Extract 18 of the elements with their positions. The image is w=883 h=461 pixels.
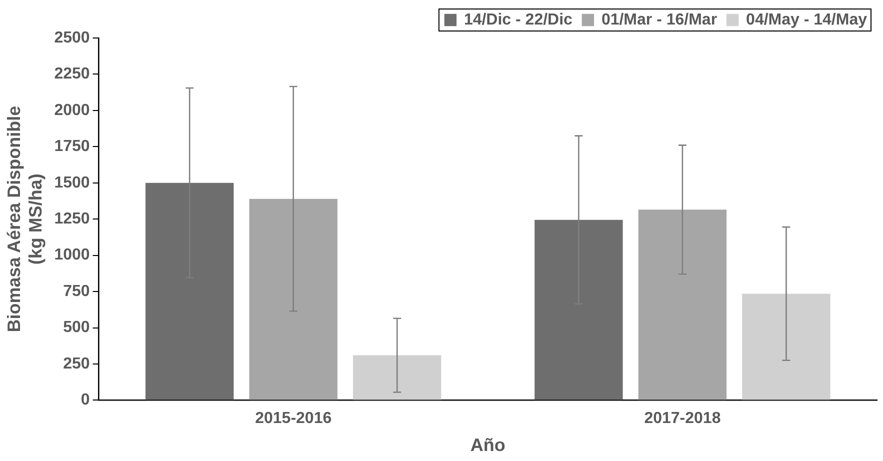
y-tick-label: 1000 <box>54 246 90 264</box>
y-tick-label: 1500 <box>54 174 90 192</box>
legend-label: 14/Dic - 22/Dic <box>464 11 573 28</box>
y-tick-label: 1250 <box>54 210 90 228</box>
x-axis-title: Año <box>470 435 506 456</box>
y-tick-label: 750 <box>63 282 90 300</box>
y-axis-title: Biomasa Aérea Disponible (kg MS/ha) <box>4 106 46 332</box>
y-tick-label: 500 <box>63 319 90 336</box>
y-tick-label: 2000 <box>54 102 90 119</box>
y-tick-label: 1750 <box>54 138 90 156</box>
y-tick-label: 0 <box>80 392 90 409</box>
x-tick-label: 2015-2016 <box>255 410 332 428</box>
legend-label: 04/May - 14/May <box>746 11 868 28</box>
y-tick-label: 2250 <box>54 66 90 83</box>
y-tick-label: 2500 <box>54 29 90 46</box>
legend-label: 01/Mar - 16/Mar <box>601 11 718 28</box>
y-tick-label: 250 <box>63 355 90 372</box>
x-tick-label: 2017-2018 <box>644 410 721 428</box>
